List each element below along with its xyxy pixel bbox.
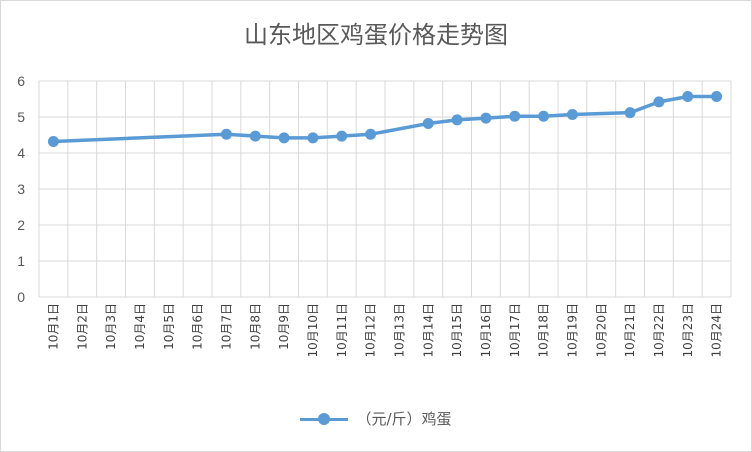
x-tick-label: 10月19日 — [565, 303, 579, 358]
data-point — [422, 117, 434, 129]
x-tick-label: 10月22日 — [652, 303, 666, 358]
chart-title: 山东地区鸡蛋价格走势图 — [244, 21, 508, 49]
x-tick-label: 10月8日 — [248, 303, 262, 350]
y-tick-label: 4 — [17, 145, 25, 161]
x-tick-label: 10月10日 — [306, 303, 320, 358]
y-tick-label: 0 — [17, 289, 25, 305]
y-tick-label: 5 — [17, 109, 25, 125]
legend-swatch — [300, 412, 349, 426]
x-tick-label: 10月21日 — [623, 303, 637, 358]
x-tick-label: 10月4日 — [133, 303, 147, 350]
x-tick-label: 10月16日 — [479, 303, 493, 358]
x-tick-label: 10月3日 — [104, 303, 118, 350]
y-tick-label: 1 — [17, 253, 25, 269]
data-point — [538, 110, 550, 122]
data-point — [480, 112, 492, 124]
x-tick-label: 10月11日 — [335, 303, 349, 358]
x-tick-label: 10月18日 — [537, 303, 551, 358]
x-tick-label: 10月17日 — [508, 303, 522, 358]
y-tick-label: 2 — [17, 217, 25, 233]
x-tick-label: 10月5日 — [162, 303, 176, 350]
data-point — [653, 96, 665, 108]
data-point — [365, 128, 377, 140]
data-point — [307, 132, 319, 144]
legend-label: （元/斤）鸡蛋 — [356, 410, 452, 428]
x-tick-label: 10月12日 — [364, 303, 378, 358]
x-tick-label: 10月13日 — [392, 303, 406, 358]
data-point — [249, 130, 261, 142]
legend: （元/斤）鸡蛋 — [1, 408, 751, 429]
data-point — [336, 130, 348, 142]
data-point — [451, 114, 463, 126]
x-tick-label: 10月6日 — [191, 303, 205, 350]
y-tick-label: 3 — [17, 181, 25, 197]
data-point — [278, 132, 290, 144]
data-point — [711, 90, 723, 102]
x-tick-label: 10月9日 — [277, 303, 291, 350]
x-tick-label: 10月24日 — [710, 303, 724, 358]
data-point — [624, 107, 636, 119]
x-tick-label: 10月14日 — [421, 303, 435, 358]
data-point — [509, 110, 521, 122]
x-tick-label: 10月15日 — [450, 303, 464, 358]
x-tick-label: 10月23日 — [681, 303, 695, 358]
x-tick-label: 10月7日 — [219, 303, 233, 350]
data-point — [47, 135, 59, 147]
data-point — [682, 90, 694, 102]
y-tick-label: 6 — [17, 73, 25, 89]
x-tick-label: 10月2日 — [75, 303, 89, 350]
data-point — [220, 128, 232, 140]
x-tick-label: 10月20日 — [594, 303, 608, 358]
x-tick-label: 10月1日 — [46, 303, 60, 350]
data-point — [566, 108, 578, 120]
